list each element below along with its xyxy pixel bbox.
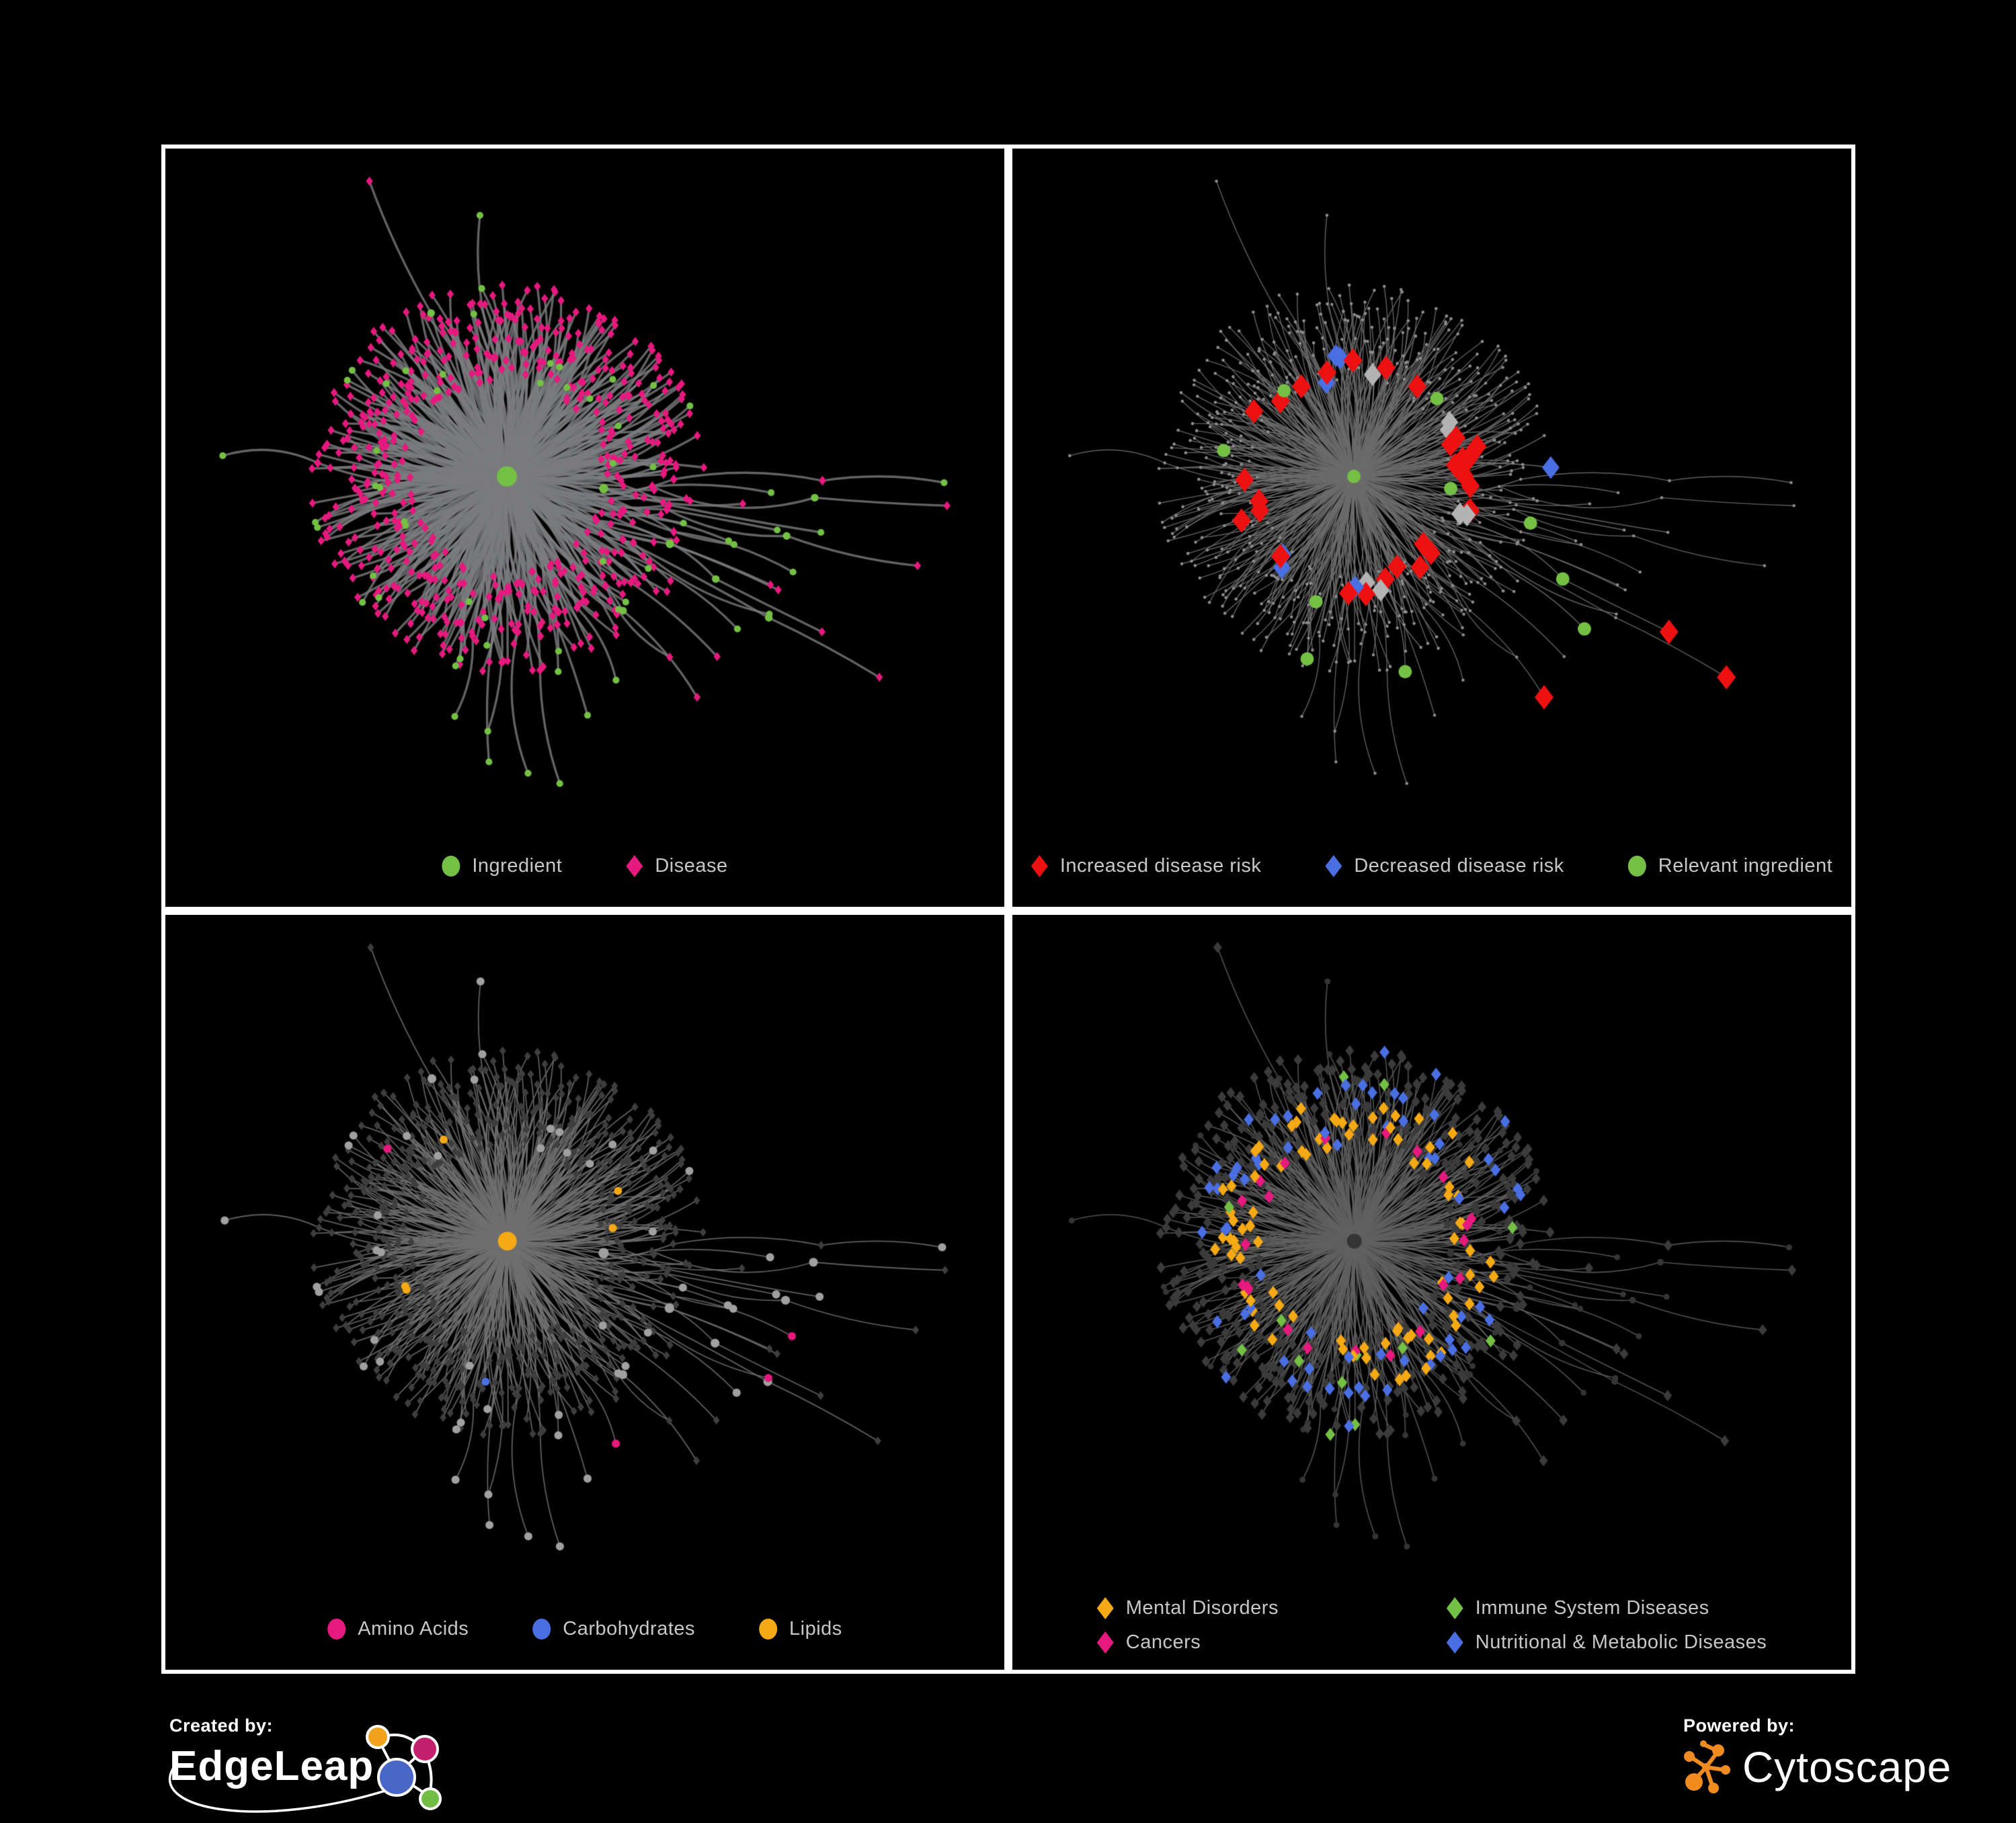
powered-by-label: Powered by: — [1683, 1715, 1796, 1736]
legend-item-label: Carbohydrates — [563, 1618, 696, 1639]
edgeleap-green-node-icon — [419, 1787, 442, 1810]
legend-marker-circle-icon — [1627, 856, 1646, 877]
legend-marker-diamond-icon — [1325, 855, 1342, 877]
panel-disease-risk-network: Increased disease risk Decreased disease … — [1008, 145, 1855, 911]
legend-item-label: Cancers — [1125, 1631, 1201, 1653]
legend-marker-circle-icon — [327, 1619, 346, 1639]
legend-item-label: Amino Acids — [358, 1618, 469, 1639]
legend-marker-diamond-icon — [1031, 855, 1048, 877]
legend-item: Decreased disease risk — [1325, 855, 1564, 877]
legend-macronutrients: Amino Acids Carbohydrates Lipids — [327, 1618, 842, 1640]
legend-item: Increased disease risk — [1031, 855, 1262, 877]
legend-ingredient-disease: Ingredient Disease — [442, 855, 727, 877]
legend-item-label: Ingredient — [472, 855, 563, 877]
edgeleap-network-logo-icon — [168, 1725, 442, 1813]
legend-row: Ingredient Disease — [442, 855, 727, 877]
legend-row: Increased disease risk Decreased disease … — [1031, 855, 1832, 877]
created-by-block: Created by: EdgeLeap — [168, 1715, 506, 1820]
legend-marker-diamond-icon — [1446, 1597, 1463, 1619]
legend-item: Cancers — [1096, 1631, 1413, 1654]
legend-row: Cancers Nutritional & Metabolic Diseases — [1096, 1631, 1767, 1654]
legend-item-label: Increased disease risk — [1059, 855, 1262, 877]
disease-risk-network-canvas — [1012, 149, 1851, 907]
legend-item: Amino Acids — [327, 1618, 469, 1640]
legend-marker-circle-icon — [532, 1619, 551, 1639]
legend-item: Nutritional & Metabolic Diseases — [1446, 1631, 1767, 1654]
legend-item: Immune System Diseases — [1446, 1597, 1709, 1619]
legend-item: Carbohydrates — [532, 1618, 695, 1640]
panel-disease-category-network: Mental Disorders Immune System Diseases Ca… — [1008, 911, 1855, 1674]
legend-item-label: Relevant ingredient — [1658, 855, 1833, 877]
legend-marker-circle-icon — [442, 856, 460, 877]
legend-marker-diamond-icon — [1096, 1631, 1114, 1654]
legend-item-label: Decreased disease risk — [1354, 855, 1564, 877]
legend-item-label: Nutritional & Metabolic Diseases — [1475, 1631, 1767, 1653]
panel-ingredient-disease-network: Ingredient Disease — [161, 145, 1008, 911]
legend-item: Mental Disorders — [1096, 1597, 1413, 1619]
ingredient-disease-network-canvas — [165, 149, 1004, 907]
panel-macronutrient-network: Amino Acids Carbohydrates Lipids — [161, 911, 1008, 1674]
legend-item-label: Mental Disorders — [1125, 1597, 1279, 1619]
legend-marker-circle-icon — [759, 1619, 778, 1639]
legend-row: Amino Acids Carbohydrates Lipids — [327, 1618, 842, 1640]
created-by-label: Created by: — [169, 1715, 274, 1736]
powered-by-block: Powered by: Cytoscape — [1683, 1715, 1951, 1795]
cytoscape-brand-text: Cytoscape — [1742, 1743, 1952, 1791]
edgeleap-orange-node-icon — [366, 1725, 390, 1749]
legend-marker-diamond-icon — [626, 855, 643, 877]
legend-row: Mental Disorders Immune System Diseases — [1096, 1597, 1709, 1619]
legend-marker-diamond-icon — [1096, 1597, 1114, 1619]
edgeleap-magenta-node-icon — [411, 1735, 439, 1763]
legend-item-label: Lipids — [789, 1618, 842, 1639]
legend-item-label: Immune System Diseases — [1475, 1597, 1709, 1619]
legend-marker-diamond-icon — [1446, 1631, 1463, 1654]
legend-item: Relevant ingredient — [1627, 855, 1833, 877]
edgeleap-brand-text: EdgeLeap — [169, 1743, 374, 1789]
macronutrient-network-canvas — [165, 915, 1004, 1670]
cytoscape-logo-icon — [1684, 1740, 1730, 1793]
edgeleap-blue-node-icon — [377, 1758, 416, 1797]
legend-item: Ingredient — [442, 855, 562, 877]
legend-item: Disease — [626, 855, 727, 877]
legend-item-label: Disease — [655, 855, 728, 877]
legend-disease-risk: Increased disease risk Decreased disease … — [1031, 855, 1832, 877]
legend-disease-categories: Mental Disorders Immune System Diseases Ca… — [1096, 1597, 1767, 1654]
legend-item: Lipids — [759, 1618, 842, 1640]
disease-category-network-canvas — [1012, 915, 1851, 1670]
